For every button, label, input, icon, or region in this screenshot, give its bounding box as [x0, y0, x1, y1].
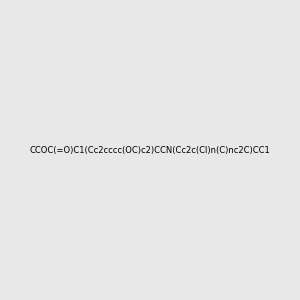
- Text: CCOC(=O)C1(Cc2cccc(OC)c2)CCN(Cc2c(Cl)n(C)nc2C)CC1: CCOC(=O)C1(Cc2cccc(OC)c2)CCN(Cc2c(Cl)n(C…: [30, 146, 270, 154]
